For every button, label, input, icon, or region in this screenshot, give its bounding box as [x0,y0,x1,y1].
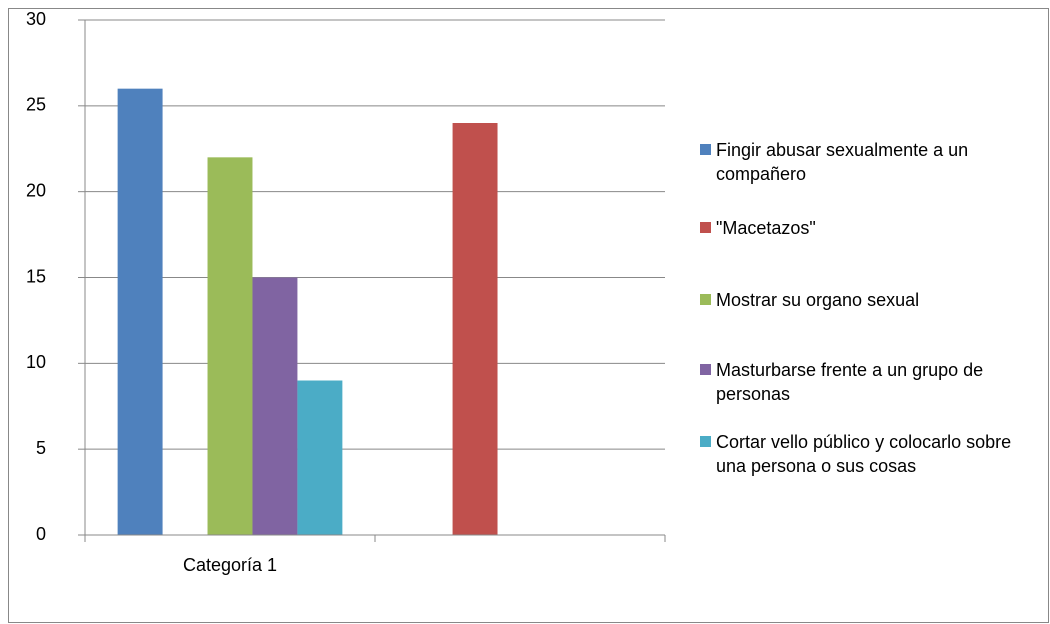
legend-item: Cortar vello público y colocarlo sobre u… [700,430,1041,478]
legend-swatch [700,222,711,233]
y-tick-label: 10 [26,352,46,372]
legend-item: Masturbarse frente a un grupo de persona… [700,358,1041,406]
bar [252,277,298,535]
y-tick-label: 30 [26,9,46,29]
legend-item: Fingir abusar sexualmente a un compañero [700,138,1041,186]
legend-swatch [700,364,711,375]
y-tick-label: 25 [26,95,46,115]
bar [117,88,163,536]
x-tick-label: Categoría 1 [183,555,277,575]
legend-swatch [700,294,711,305]
legend-item: Mostrar su organo sexual [700,288,1041,312]
y-tick-label: 20 [26,180,46,200]
legend-label: Mostrar su organo sexual [716,290,920,310]
y-tick-label: 0 [36,524,46,544]
chart-frame [8,8,1049,623]
legend-swatch [700,144,711,155]
legend-swatch [700,436,711,447]
y-tick-label: 15 [26,266,46,286]
legend-item: "Macetazos" [700,216,1041,240]
legend-label: "Macetazos" [716,218,816,238]
legend-label: Fingir abusar sexualmente a un compañero [716,140,969,184]
legend-label: Masturbarse frente a un grupo de persona… [716,360,984,404]
y-tick-label: 5 [36,438,46,458]
legend-label: Cortar vello público y colocarlo sobre u… [716,432,1012,476]
bar [452,123,498,535]
bar [297,380,343,535]
bar [207,157,253,536]
